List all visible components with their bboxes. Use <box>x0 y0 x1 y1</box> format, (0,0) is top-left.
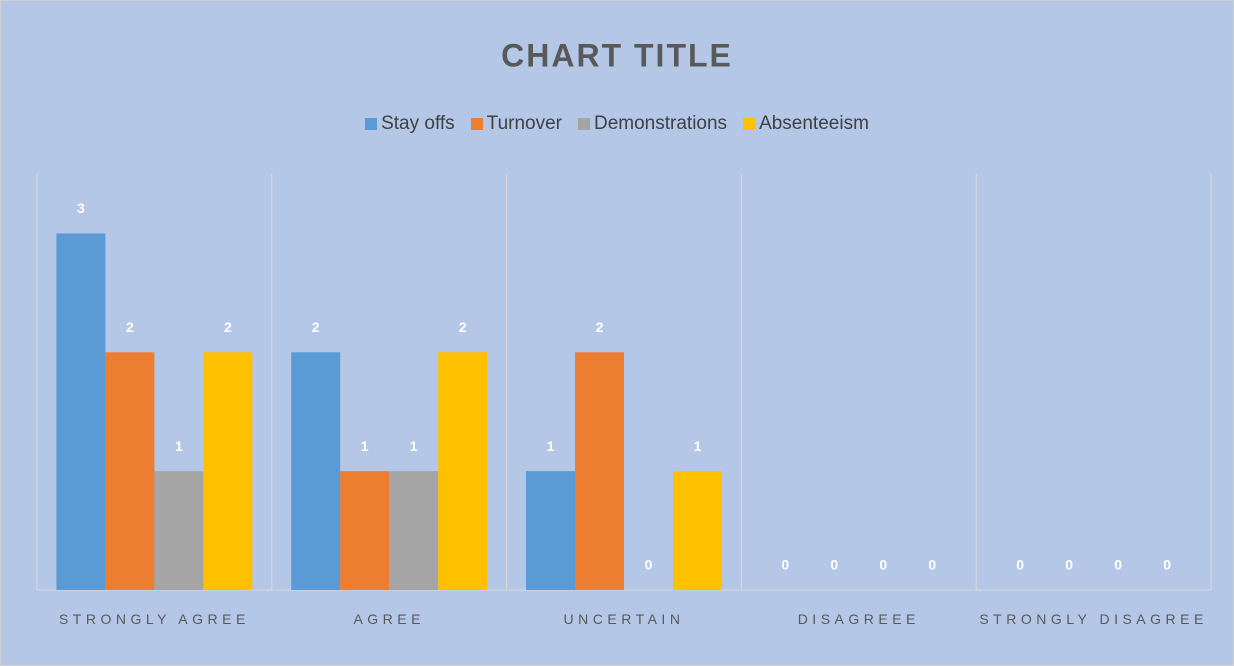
bar <box>340 471 390 590</box>
legend-item: Absenteeism <box>743 113 869 135</box>
data-label: 0 <box>1114 557 1122 573</box>
bar <box>575 352 624 590</box>
legend-swatch <box>470 118 483 130</box>
legend-item: Turnover <box>470 113 562 135</box>
legend-label: Demonstrations <box>594 113 728 134</box>
data-label: 1 <box>410 438 418 454</box>
bar <box>438 352 488 590</box>
bar <box>154 471 204 590</box>
chart-title: CHART TITLE <box>501 37 733 73</box>
data-label: 2 <box>312 319 320 335</box>
x-tick-label: DISAGREEE <box>797 611 920 627</box>
data-label: 0 <box>928 557 936 573</box>
data-label: 1 <box>361 438 369 454</box>
data-label: 1 <box>694 438 702 454</box>
bar <box>203 352 253 590</box>
data-label: 0 <box>830 557 838 573</box>
bar <box>673 471 722 590</box>
data-label: 0 <box>1163 557 1171 573</box>
data-label: 1 <box>175 438 183 454</box>
bar <box>291 352 341 590</box>
data-label: 0 <box>781 557 789 573</box>
data-label: 0 <box>645 557 653 573</box>
data-label: 2 <box>459 319 467 335</box>
data-label: 1 <box>547 438 555 454</box>
data-label: 2 <box>126 319 134 335</box>
legend: Stay offs Turnover Demonstrations Absenteei… <box>1 113 1233 135</box>
legend-label: Stay offs <box>381 113 455 134</box>
data-label: 2 <box>596 319 604 335</box>
bar <box>526 471 575 590</box>
bar <box>105 352 155 590</box>
legend-label: Turnover <box>486 113 562 134</box>
x-tick-label: AGREE <box>353 611 425 627</box>
bar <box>389 471 439 590</box>
bar <box>56 233 106 590</box>
data-label: 0 <box>879 557 887 573</box>
legend-label: Absenteeism <box>759 113 869 134</box>
legend-item: Demonstrations <box>578 113 727 135</box>
data-label: 0 <box>1065 557 1073 573</box>
legend-swatch <box>365 118 378 130</box>
legend-item: Stay offs <box>365 113 455 135</box>
data-label: 2 <box>224 319 232 335</box>
data-label: 0 <box>1016 557 1024 573</box>
legend-swatch <box>743 118 756 130</box>
x-tick-label: STRONGLY AGREE <box>58 611 250 627</box>
x-tick-label: UNCERTAIN <box>563 611 685 627</box>
x-tick-label: STRONGLY DISAGREE <box>979 611 1208 627</box>
legend-swatch <box>578 118 590 130</box>
data-label: 3 <box>77 200 85 216</box>
